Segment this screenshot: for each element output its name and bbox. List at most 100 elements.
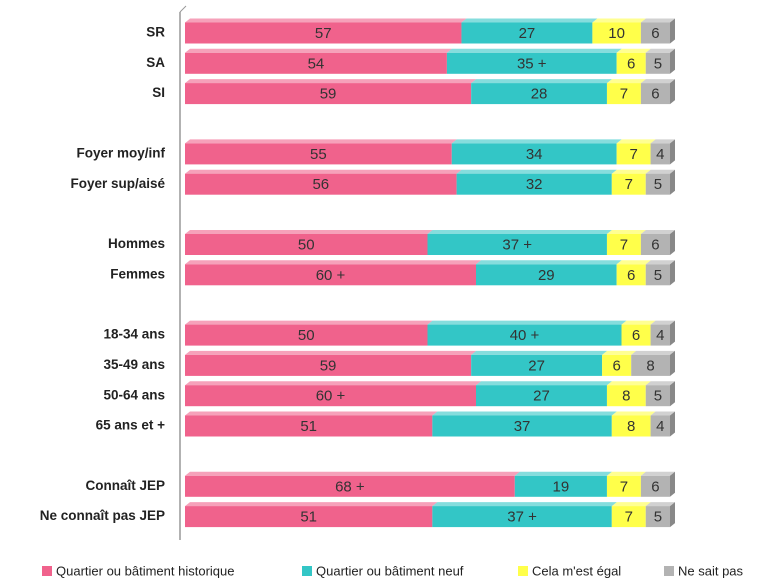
data-label: 59 (320, 357, 337, 374)
bar-segment (611, 415, 651, 437)
data-label: 8 (627, 418, 635, 435)
data-label: 54 (308, 55, 325, 72)
data-label: 5 (654, 267, 662, 284)
data-label: 6 (651, 86, 659, 103)
data-label: 6 (612, 357, 620, 374)
bar-segment (616, 52, 646, 74)
bar-segment (427, 324, 622, 346)
data-label: 51 (300, 509, 317, 526)
category-label: 50-64 ans (103, 387, 165, 402)
category-label: SI (152, 85, 165, 100)
bar-top (476, 381, 612, 386)
bar-segment (185, 264, 476, 286)
data-label: 7 (629, 146, 637, 163)
data-label: 27 (533, 388, 550, 405)
data-label: 10 (608, 25, 625, 42)
bar-segment (631, 354, 670, 376)
bar-segment (427, 234, 607, 255)
bar-top (185, 502, 438, 507)
bar-side (670, 48, 675, 74)
data-label: 6 (651, 236, 659, 253)
bar-segment (476, 385, 607, 407)
legend-swatch (518, 566, 528, 576)
bar-top (640, 18, 675, 23)
bar-segment (185, 22, 462, 44)
bar-segment (185, 506, 433, 528)
bar-top (451, 139, 622, 144)
bar-top (650, 320, 675, 325)
data-label: 32 (526, 176, 543, 193)
bar-top (185, 260, 481, 265)
bar-segment (645, 385, 670, 407)
bar-segment (606, 234, 641, 255)
bar-top (640, 471, 675, 476)
bar-segment (185, 83, 472, 105)
data-label: 50 (298, 327, 315, 344)
bar-segment (185, 415, 433, 437)
data-label: 7 (625, 176, 633, 193)
bar-top (432, 502, 617, 507)
bar-top (185, 230, 433, 234)
data-label: 37 + (507, 509, 537, 526)
data-label: 5 (654, 176, 662, 193)
bar-segment (650, 415, 670, 437)
data-label: 4 (656, 327, 664, 344)
category-label: 18-34 ans (103, 327, 165, 342)
bar-segment (185, 52, 447, 74)
bar-side (670, 471, 675, 497)
bar-top (461, 18, 598, 23)
data-label: 8 (622, 388, 630, 405)
data-label: 50 (298, 236, 315, 253)
data-label: 59 (320, 86, 337, 103)
data-label: 55 (310, 146, 327, 163)
bar-top (185, 320, 433, 325)
data-label: 57 (315, 25, 332, 42)
data-label: 60 + (316, 388, 346, 405)
bar-side (670, 139, 675, 165)
bar-segment (640, 83, 670, 105)
legend-label: Quartier ou bâtiment historique (56, 563, 234, 578)
legend-label: Quartier ou bâtiment neuf (316, 563, 464, 578)
bar-segment (451, 143, 617, 165)
legend-label: Cela m'est égal (532, 563, 621, 578)
bar-side (670, 18, 675, 44)
bar-top (592, 18, 646, 23)
bar-top (611, 502, 651, 507)
data-label: 19 (553, 478, 570, 495)
data-label: 34 (526, 146, 543, 163)
category-label: Femmes (110, 266, 165, 281)
bar-segment (432, 415, 612, 437)
bar-segment (461, 22, 593, 44)
bar-top (456, 169, 617, 174)
bar-segment (645, 264, 670, 286)
data-label: 28 (531, 86, 548, 103)
bar-segment (185, 173, 457, 195)
bar-top (621, 320, 656, 325)
bar-side (670, 169, 675, 195)
bar-segment (185, 475, 515, 497)
bar-top (185, 350, 477, 355)
bar-top (645, 48, 675, 53)
bar-segment (616, 264, 646, 286)
data-label: 29 (538, 267, 555, 284)
bar-top (446, 48, 622, 53)
bar-segment (456, 173, 612, 195)
bar-segment (602, 354, 632, 376)
bar-segment (616, 143, 651, 165)
bar-segment (606, 475, 641, 497)
bar-top (476, 260, 622, 265)
bar-segment (606, 385, 646, 407)
category-label: 35-49 ans (103, 357, 165, 372)
bar-side (670, 381, 675, 407)
bar-top (616, 48, 651, 53)
data-label: 6 (651, 478, 659, 495)
bar-top (631, 350, 675, 355)
bar-top (640, 79, 675, 84)
legend-swatch (302, 566, 312, 576)
bar-segment (640, 22, 670, 44)
bar-segment (476, 264, 617, 286)
data-label: 6 (627, 267, 635, 284)
data-label: 5 (654, 388, 662, 405)
category-label: Ne connaît pas JEP (40, 508, 165, 523)
category-label: 65 ans et + (96, 418, 166, 433)
